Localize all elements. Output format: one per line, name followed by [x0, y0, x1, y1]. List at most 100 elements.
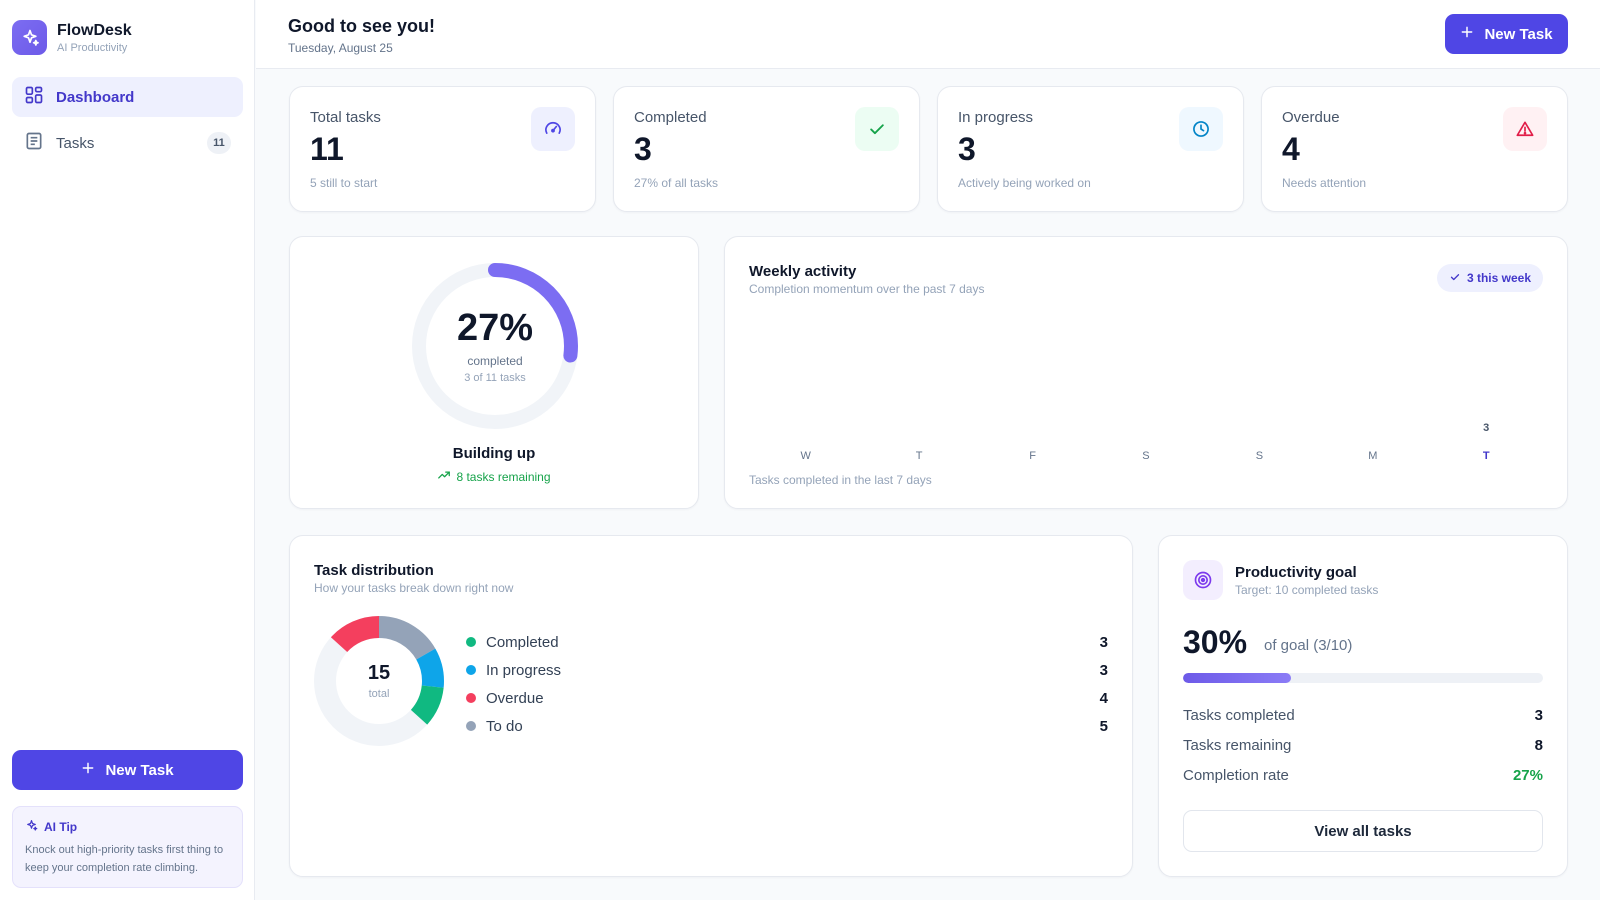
legend-value: 5: [1099, 717, 1108, 735]
progress-ring: 27% completed 3 of 11 tasks: [410, 261, 580, 431]
stat-card-overdue: Overdue 4 Needs attention: [1261, 86, 1568, 212]
sparkles-icon: [25, 819, 38, 835]
sidebar-item-tasks[interactable]: Tasks 11: [12, 123, 243, 163]
stat-value: 4: [1282, 131, 1300, 167]
completion-label: completed: [467, 354, 523, 368]
sidebar-new-task-button[interactable]: New Task: [12, 750, 243, 790]
plus-icon: [1460, 25, 1474, 43]
legend-dot: [466, 665, 476, 675]
sidebar-item-dashboard[interactable]: Dashboard: [12, 77, 243, 117]
goal-of-text: of goal (3/10): [1264, 637, 1353, 654]
sidebar-item-label: Dashboard: [56, 88, 135, 106]
stat-card-completed: Completed 3 27% of all tasks: [613, 86, 920, 212]
distribution-donut: 15 total: [314, 616, 444, 746]
view-all-tasks-button[interactable]: View all tasks: [1183, 810, 1543, 852]
top-header: Good to see you! Tuesday, August 25 New …: [256, 0, 1600, 69]
header-new-task-button[interactable]: New Task: [1445, 14, 1568, 54]
plus-icon: [81, 761, 95, 779]
progress-status: Building up: [452, 445, 536, 462]
bar-column: F: [976, 317, 1089, 462]
goal-row-value: 27%: [1512, 767, 1543, 784]
stat-value: 11: [310, 131, 344, 167]
bar-day-label: S: [1255, 450, 1264, 462]
goal-row-value: 8: [1534, 737, 1543, 754]
legend-value: 4: [1099, 689, 1108, 707]
stat-subtext: Actively being worked on: [958, 176, 1091, 190]
check-icon: [1449, 271, 1461, 286]
legend-label: In progress: [486, 661, 562, 679]
completion-percent: 27%: [456, 307, 534, 349]
tasks-remaining-text: 8 tasks remaining: [456, 469, 551, 484]
clock-icon: [1179, 107, 1223, 151]
stat-card-total: Total tasks 11 5 still to start: [289, 86, 596, 212]
sidebar: FlowDesk AI Productivity Dashboard Tasks…: [0, 0, 255, 900]
goal-title: Productivity goal: [1235, 564, 1357, 581]
goal-row-label: Tasks remaining: [1183, 737, 1292, 754]
legend-item: To do 5: [466, 712, 1108, 740]
legend-dot: [466, 693, 476, 703]
stat-subtext: 5 still to start: [310, 176, 378, 190]
legend-item: Completed 3: [466, 628, 1108, 656]
week-count-text: 3 this week: [1466, 271, 1531, 285]
stat-value: 3: [958, 131, 976, 167]
legend-item: Overdue 4: [466, 684, 1108, 712]
brand: FlowDesk AI Productivity: [12, 20, 132, 55]
stat-label: Completed: [634, 109, 707, 126]
stat-card-in-progress: In progress 3 Actively being worked on: [937, 86, 1244, 212]
weekly-footer: Tasks completed in the last 7 days: [749, 473, 932, 487]
bar-day-label: T: [915, 450, 923, 462]
current-date: Tuesday, August 25: [288, 41, 393, 55]
legend-label: To do: [486, 717, 523, 735]
tasks-count-badge: 11: [207, 132, 231, 154]
stat-label: Overdue: [1282, 109, 1340, 126]
legend-dot: [466, 721, 476, 731]
legend-label: Overdue: [486, 689, 544, 707]
goal-percent: 30%: [1183, 624, 1248, 660]
page-title: Good to see you!: [288, 16, 436, 36]
completion-progress-card: 27% completed 3 of 11 tasks Building up …: [289, 236, 699, 509]
donut-slice-in-progress: [314, 616, 444, 746]
gauge-icon: [531, 107, 575, 151]
grid-icon: [24, 85, 44, 109]
bar-day-label: T: [1482, 450, 1490, 462]
goal-row-label: Completion rate: [1183, 767, 1289, 784]
stat-subtext: 27% of all tasks: [634, 176, 719, 190]
legend-value: 3: [1099, 633, 1108, 651]
stat-label: Total tasks: [310, 109, 381, 126]
bar-column: S: [1203, 317, 1316, 462]
bar-column: W: [749, 317, 862, 462]
distribution-total-label: total: [368, 688, 390, 700]
weekly-title: Weekly activity: [749, 263, 857, 280]
weekly-subtitle: Completion momentum over the past 7 days: [749, 282, 985, 296]
sparkles-icon: [12, 20, 47, 55]
bar-column: T: [862, 317, 975, 462]
stat-subtext: Needs attention: [1282, 176, 1367, 190]
bar-value-label: 3: [1483, 422, 1490, 434]
goal-row-value: 3: [1534, 707, 1543, 724]
bar-column: S: [1089, 317, 1202, 462]
tasks-remaining: 8 tasks remaining: [290, 468, 698, 485]
new-task-label: New Task: [105, 761, 174, 779]
distribution-title: Task distribution: [314, 562, 434, 579]
goal-progress-bar: [1183, 673, 1543, 683]
sidebar-item-label: Tasks: [56, 134, 95, 152]
donut-slice-overdue: [314, 616, 444, 746]
goal-row-label: Tasks completed: [1183, 707, 1295, 724]
ai-tip-panel: AI Tip Knock out high-priority tasks fir…: [12, 806, 243, 888]
bar-day-label: M: [1368, 450, 1378, 462]
task-distribution-card: Task distribution How your tasks break d…: [289, 535, 1133, 877]
bar-day-label: W: [800, 450, 811, 462]
goal-row-remaining: Tasks remaining 8: [1183, 737, 1543, 754]
target-icon: [1183, 560, 1223, 600]
goal-progress-fill: [1183, 673, 1291, 683]
trending-up-icon: [437, 468, 451, 485]
legend-value: 3: [1099, 661, 1108, 679]
new-task-label: New Task: [1484, 25, 1553, 43]
tip-title: AI Tip: [44, 820, 78, 834]
stat-label: In progress: [958, 109, 1034, 126]
bar-column: M: [1316, 317, 1429, 462]
distribution-legend: Completed 3 In progress 3 Overdue 4 To d…: [466, 628, 1108, 740]
bar-day-label: F: [1029, 450, 1036, 462]
